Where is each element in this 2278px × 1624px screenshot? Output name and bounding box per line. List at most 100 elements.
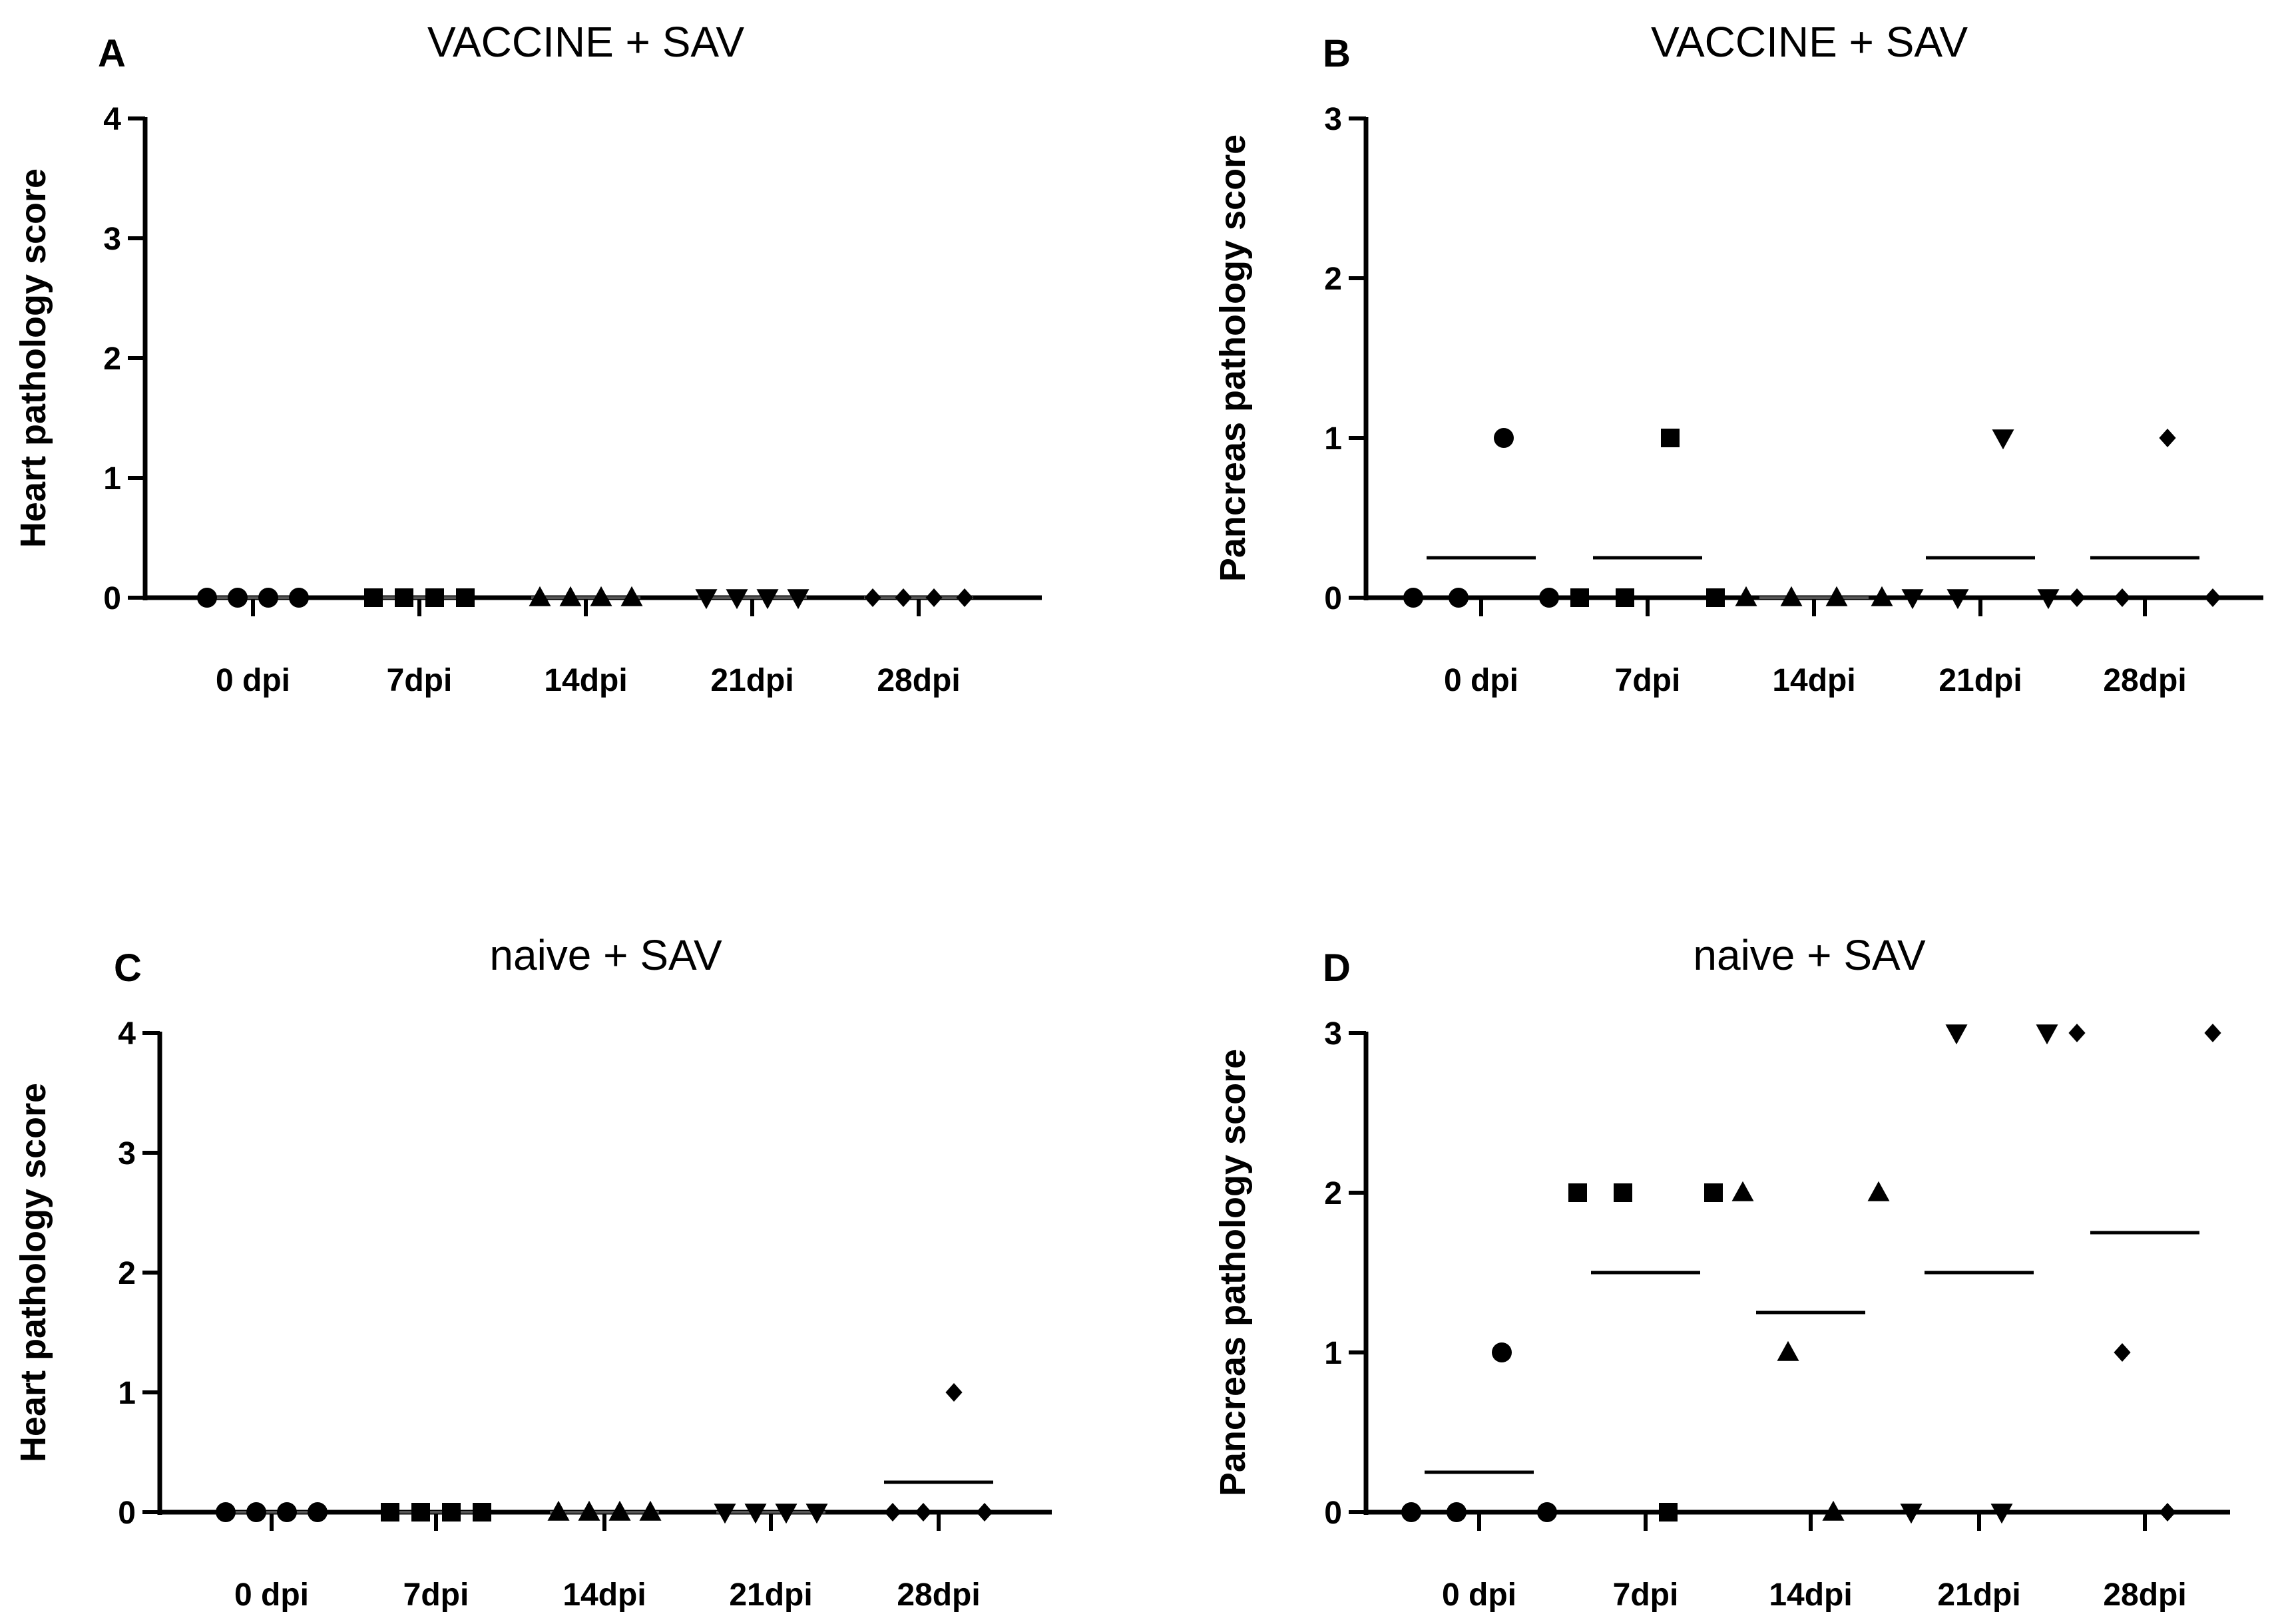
data-point [864,588,881,607]
data-point [308,1502,328,1522]
y-tick-label: 0 [1324,581,1342,616]
y-tick-label: 2 [1324,262,1342,297]
data-point [1401,1502,1421,1522]
data-point [473,1503,491,1522]
data-point [884,1503,901,1522]
x-tick-label: 14dpi [1769,1577,1852,1613]
data-point [547,1500,570,1521]
data-point [289,588,309,608]
data-point [2036,1024,2058,1045]
data-point [787,589,809,610]
data-point [925,588,943,607]
data-point [1403,588,1423,608]
data-point [956,588,973,607]
chart-panel-a: A VACCINE + SAV Heart pathology score 0 1 2 3 4… [13,18,1042,698]
x-tick-label: 0 dpi [1444,663,1518,698]
panel-letter: D [1323,946,1351,990]
panel-letter: C [114,946,142,990]
data-point [2204,588,2221,607]
data-point [216,1502,236,1522]
data-point [277,1502,297,1522]
chart-panel-b: B VACCINE + SAV Pancreas pathology score 0 1… [1213,18,2263,698]
data-point [578,1500,600,1521]
data-point [1871,586,1893,606]
y-tick-label: 0 [1324,1496,1342,1531]
data-point [1735,586,1757,606]
data-point [395,588,413,607]
y-axis-label: Pancreas pathology score [1213,1049,1253,1496]
data-point [1537,1502,1557,1522]
data-point [425,588,444,607]
x-tick-label: 7dpi [1615,663,1681,698]
data-point [364,588,383,607]
y-tick-label: 3 [1324,1016,1342,1052]
data-point [714,1504,736,1524]
chart-title: naive + SAV [489,931,722,979]
data-point [590,586,612,606]
data-point [695,589,718,610]
data-point [1780,586,1803,606]
x-tick-label: 28dpi [2103,1577,2186,1613]
data-point [1992,429,2014,450]
x-tick-label: 14dpi [563,1577,646,1613]
data-point [1661,429,1680,447]
data-point [2159,1503,2176,1522]
data-point [197,588,217,608]
x-tick-label: 7dpi [403,1577,469,1613]
y-tick-label: 2 [1324,1176,1342,1211]
data-point [1570,588,1589,607]
y-axis-label: Heart pathology score [13,1083,53,1462]
data-point [2204,1024,2221,1042]
data-point [805,1504,828,1524]
data-point [608,1500,631,1521]
data-point [1539,588,1559,608]
data-point [2114,588,2131,607]
y-tick-label: 1 [1324,421,1342,457]
data-point [1867,1181,1890,1201]
data-point [2114,1343,2131,1362]
y-tick-label: 3 [1324,102,1342,137]
data-point [945,1383,963,1402]
x-tick-label: 0 dpi [1442,1577,1516,1613]
x-tick-label: 28dpi [877,663,960,698]
data-point [895,588,912,607]
data-point [2159,429,2176,447]
x-tick-label: 21dpi [729,1577,812,1613]
x-tick-label: 14dpi [544,663,627,698]
y-tick-label: 1 [118,1376,136,1411]
y-tick-label: 4 [103,102,121,137]
y-tick-label: 1 [103,461,121,497]
x-tick-label: 21dpi [1937,1577,2020,1613]
x-tick-label: 14dpi [1772,663,1855,698]
chart-panels: A VACCINE + SAV Heart pathology score 0 1 2 3 4… [13,18,2263,1613]
data-point [456,588,475,607]
data-point [2068,1024,2086,1042]
data-point [529,586,551,606]
data-point [1659,1503,1678,1522]
chart-title: VACCINE + SAV [1651,18,1968,66]
data-point [639,1500,662,1521]
data-point [1822,1500,1845,1521]
y-axis-label: Pancreas pathology score [1213,134,1253,582]
data-point [976,1503,993,1522]
data-point [1731,1181,1754,1201]
data-point [1447,1502,1467,1522]
y-tick-label: 0 [118,1496,136,1531]
y-axis-label: Heart pathology score [13,168,53,548]
y-tick-label: 3 [118,1136,136,1171]
data-point [381,1503,399,1522]
data-point [1568,1183,1587,1202]
data-point [1614,1183,1632,1202]
y-tick-label: 1 [1324,1336,1342,1371]
y-tick-label: 3 [103,222,121,257]
data-point [775,1504,797,1524]
data-point [1706,588,1725,607]
data-point [1449,588,1469,608]
data-point [915,1503,932,1522]
data-point [1946,589,1969,610]
x-tick-label: 21dpi [1938,663,2022,698]
data-point [1945,1024,1968,1045]
data-point [1900,1504,1923,1524]
